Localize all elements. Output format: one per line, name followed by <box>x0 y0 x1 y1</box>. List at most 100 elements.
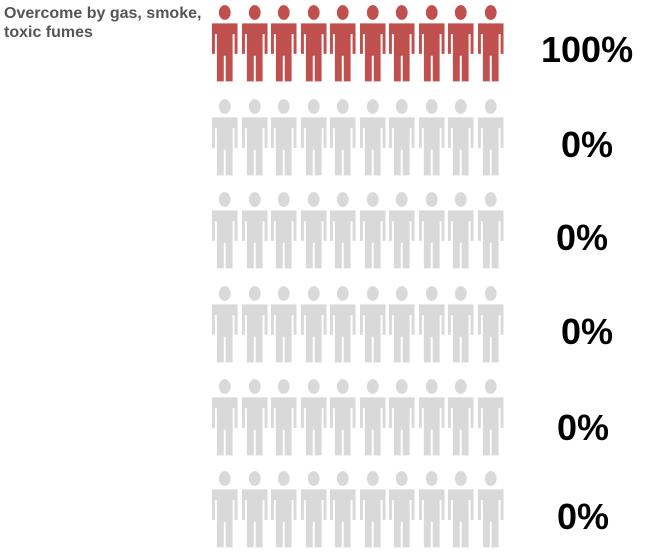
person-icon <box>447 99 474 176</box>
person-icon <box>329 379 356 456</box>
person-icon <box>418 286 445 363</box>
row-value-label: 0% <box>557 496 610 537</box>
pictograph-row: 0% <box>0 285 661 375</box>
person-icon <box>329 471 356 548</box>
person-icon <box>359 379 386 456</box>
person-icon <box>211 192 238 269</box>
person-body <box>477 210 504 269</box>
person-icon <box>329 99 356 176</box>
person-icon <box>447 286 474 363</box>
person-head <box>307 5 320 20</box>
person-head <box>336 286 349 301</box>
person-icon <box>359 471 386 548</box>
person-head <box>277 5 290 20</box>
person-body <box>329 304 356 363</box>
person-body <box>270 210 297 269</box>
person-head <box>218 471 231 486</box>
person-icon <box>359 5 386 82</box>
person-icon <box>359 192 386 269</box>
person-body <box>447 210 474 269</box>
person-head <box>454 5 467 20</box>
person-icon <box>388 286 415 363</box>
person-body <box>477 117 504 176</box>
person-body <box>477 304 504 363</box>
person-icon <box>477 379 504 456</box>
row-label: Overcome by gas, smoke, toxic fumes <box>4 5 202 41</box>
person-body <box>211 304 238 363</box>
person-icon <box>270 192 297 269</box>
person-icon <box>300 379 327 456</box>
person-head <box>248 379 261 394</box>
person-head <box>218 379 231 394</box>
person-head <box>395 99 408 114</box>
person-body <box>359 397 386 456</box>
person-icon <box>270 5 297 82</box>
person-head <box>218 5 231 20</box>
person-body <box>211 489 238 548</box>
person-icon <box>477 471 504 548</box>
person-head <box>366 471 379 486</box>
person-head <box>277 192 290 207</box>
person-head <box>425 192 438 207</box>
person-body <box>241 397 268 456</box>
person-head <box>248 471 261 486</box>
person-icon <box>241 379 268 456</box>
person-body <box>388 23 415 82</box>
person-head <box>454 379 467 394</box>
person-head <box>307 99 320 114</box>
person-icon <box>241 286 268 363</box>
person-head <box>307 379 320 394</box>
person-body <box>300 210 327 269</box>
person-body <box>359 23 386 82</box>
person-icon <box>418 5 445 82</box>
person-icon <box>211 471 238 548</box>
person-head <box>484 379 497 394</box>
person-body <box>211 210 238 269</box>
person-body <box>388 304 415 363</box>
person-head <box>277 99 290 114</box>
person-icon <box>418 379 445 456</box>
person-head <box>336 99 349 114</box>
pictograph-row: Overcome by gas, smoke, toxic fumes 100% <box>0 4 661 94</box>
person-head <box>425 471 438 486</box>
person-icon <box>300 286 327 363</box>
person-head <box>307 192 320 207</box>
person-head <box>307 471 320 486</box>
person-body <box>300 23 327 82</box>
pictograph-row: 0% <box>0 378 661 468</box>
person-body <box>447 117 474 176</box>
person-body <box>447 489 474 548</box>
pictograph-row: 0% <box>0 470 661 560</box>
person-body <box>300 397 327 456</box>
person-body <box>418 489 445 548</box>
person-icon <box>300 192 327 269</box>
person-body <box>300 117 327 176</box>
person-icon <box>300 5 327 82</box>
pictograph-row: 0% <box>0 98 661 188</box>
person-head <box>395 5 408 20</box>
person-icon <box>241 99 268 176</box>
person-icon <box>270 379 297 456</box>
pictograph-row: 0% <box>0 191 661 281</box>
person-head <box>484 286 497 301</box>
person-icon <box>270 286 297 363</box>
person-body <box>447 23 474 82</box>
person-body <box>477 23 504 82</box>
person-head <box>307 286 320 301</box>
person-icon <box>241 471 268 548</box>
person-body <box>329 210 356 269</box>
person-body <box>329 489 356 548</box>
person-body <box>477 489 504 548</box>
person-head <box>366 192 379 207</box>
person-icon <box>388 379 415 456</box>
person-body <box>300 304 327 363</box>
person-head <box>277 379 290 394</box>
person-head <box>425 5 438 20</box>
person-head <box>248 5 261 20</box>
person-icon <box>329 5 356 82</box>
person-head <box>425 286 438 301</box>
person-head <box>454 192 467 207</box>
person-head <box>366 5 379 20</box>
person-head <box>484 471 497 486</box>
person-icon <box>388 192 415 269</box>
